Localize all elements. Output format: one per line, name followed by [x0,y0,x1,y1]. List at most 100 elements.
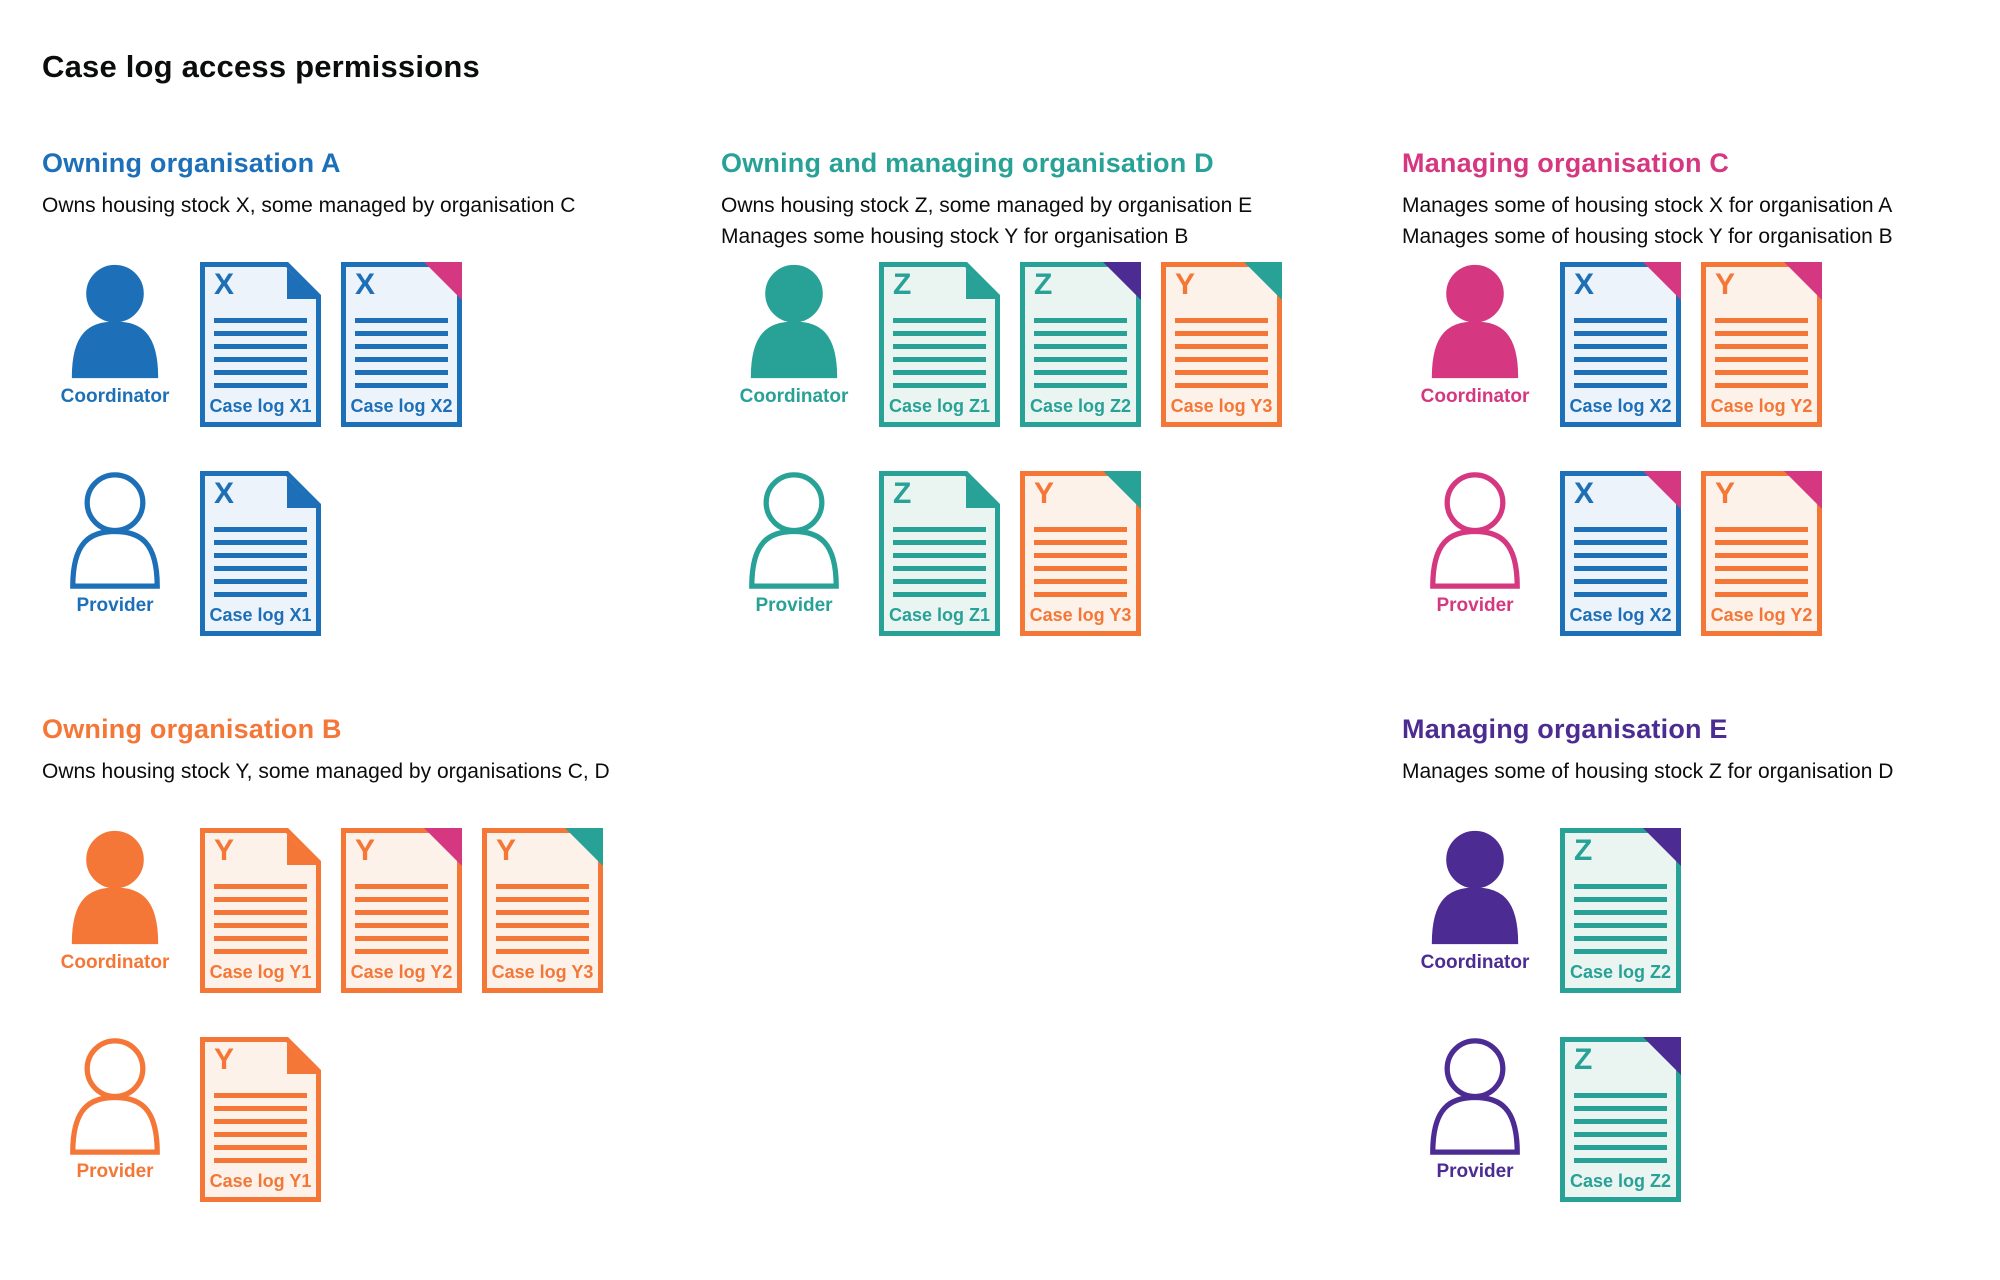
text-line-bar [214,383,307,388]
document-text-lines [214,318,307,396]
text-line-bar [893,331,986,336]
case-log-label: Case log Z2 [1569,1171,1672,1191]
stock-letter: Z [1034,268,1053,301]
text-line-bar [496,923,589,928]
text-line-bar [1574,1132,1667,1137]
text-line-bar [893,344,986,349]
org-description: Owns housing stock Z, some managed by or… [721,190,1391,252]
text-line-bar [1034,383,1127,388]
role-row: Coordinator X Case log X2 Y Case log Y2 [1402,262,2000,427]
org-description-line: Owns housing stock Y, some managed by or… [42,760,610,783]
case-log-document: Y Case log Y1 [200,1037,321,1202]
text-line-bar [214,936,307,941]
text-line-bar [214,884,307,889]
text-line-bar [893,566,986,571]
stock-letter: Y [214,1043,235,1076]
case-log-label: Case log Z2 [1029,396,1132,416]
text-line-bar [1034,318,1127,323]
text-line-bar [355,949,448,954]
org-description: Manages some of housing stock X for orga… [1402,190,2000,252]
case-log-document: Y Case log Y2 [1701,262,1822,427]
stock-letter: Z [893,268,912,301]
text-line-bar [1574,923,1667,928]
text-line-bar [355,344,448,349]
case-log-label: Case log Y3 [491,962,594,982]
text-line-bar [1574,553,1667,558]
case-log-document: Z Case log Z2 [1560,1037,1681,1202]
text-line-bar [1034,357,1127,362]
case-log-documents: Z Case log Z2 [1560,828,1681,993]
case-log-document: Y Case log Y2 [1701,471,1822,636]
text-line-bar [1034,331,1127,336]
role-rows: Coordinator Z Case log Z2 Provider Z Cas… [1402,828,2000,1202]
text-line-bar [1574,344,1667,349]
org-description: Owns housing stock X, some managed by or… [42,190,712,252]
case-log-document: Z Case log Z1 [879,262,1000,427]
text-line-bar [214,1145,307,1150]
role-label: Provider [1436,1161,1514,1182]
stock-letter: Y [1034,477,1055,510]
case-log-label: Case log Y3 [1170,396,1273,416]
text-line-bar [1034,370,1127,375]
org-description: Manages some of housing stock Z for orga… [1402,756,2000,818]
role-row: Provider Z Case log Z1 Y Case log Y3 [721,471,1391,636]
case-log-documents: Z Case log Z1 Z Case log Z2 Y Case log Y… [879,262,1282,427]
case-log-document: Y Case log Y1 [200,828,321,993]
document-text-lines [214,527,307,605]
org-description-line: Manages some of housing stock Z for orga… [1402,760,1894,783]
role-label: Coordinator [60,952,170,973]
case-log-documents: Z Case log Z1 Y Case log Y3 [879,471,1141,636]
person-outline-icon [70,1038,160,1155]
text-line-bar [893,357,986,362]
text-line-bar [1034,566,1127,571]
text-line-bar [355,910,448,915]
document-text-lines [496,884,589,962]
case-log-documents: X Case log X2 Y Case log Y2 [1560,471,1822,636]
case-log-document: Y Case log Y2 [341,828,462,993]
case-log-document: Z Case log Z2 [1020,262,1141,427]
org-heading: Managing organisation E [1402,714,1728,744]
text-line-bar [496,884,589,889]
person-block: Coordinator [1402,828,1548,974]
text-line-bar [1574,579,1667,584]
case-log-label: Case log X1 [209,396,312,416]
document-text-lines [1574,318,1667,396]
org-description: Owns housing stock Y, some managed by or… [42,756,712,818]
text-line-bar [1175,344,1268,349]
person-block: Provider [721,471,867,617]
text-line-bar [214,1106,307,1111]
text-line-bar [1715,318,1808,323]
text-line-bar [355,370,448,375]
case-log-label: Case log Z1 [888,605,991,625]
case-log-label: Case log Z2 [1569,962,1672,982]
text-line-bar [214,1093,307,1098]
text-line-bar [496,910,589,915]
org-description-line: Manages some housing stock Y for organis… [721,225,1189,248]
text-line-bar [1715,579,1808,584]
role-rows: Coordinator X Case log X2 Y Case log Y2 … [1402,262,2000,636]
text-line-bar [893,579,986,584]
org-description-line: Owns housing stock Z, some managed by or… [721,194,1253,217]
page-title: Case log access permissions [42,48,480,84]
stock-letter: Y [496,834,517,867]
document-text-lines [1034,527,1127,605]
text-line-bar [214,592,307,597]
role-row: Provider Z Case log Z2 [1402,1037,2000,1202]
text-line-bar [1034,527,1127,532]
stock-letter: Y [1715,268,1736,301]
stock-letter: Z [893,477,912,510]
person-block: Provider [42,471,188,617]
case-log-document: X Case log X2 [341,262,462,427]
person-filled-icon [1431,264,1519,379]
document-text-lines [1175,318,1268,396]
case-log-document: Y Case log Y3 [1020,471,1141,636]
text-line-bar [1034,540,1127,545]
text-line-bar [496,897,589,902]
role-label: Coordinator [1420,386,1530,407]
person-block: Provider [42,1037,188,1183]
role-label: Coordinator [1420,952,1530,973]
case-log-label: Case log Y2 [350,962,453,982]
text-line-bar [1574,331,1667,336]
text-line-bar [214,579,307,584]
person-outline-icon [70,472,160,589]
